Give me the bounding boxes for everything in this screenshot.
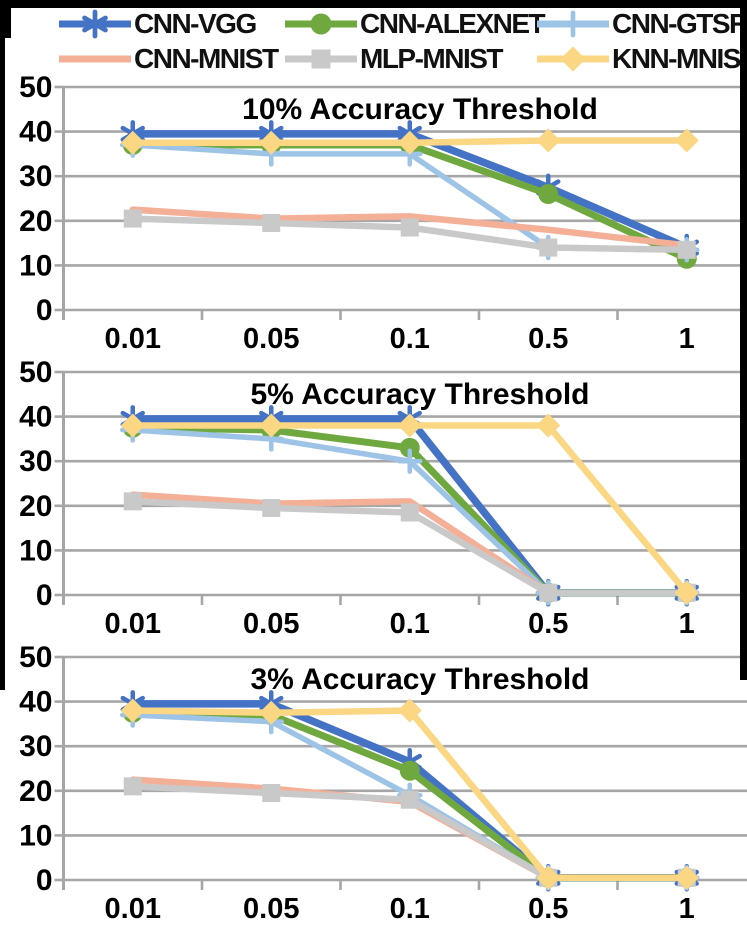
chart-title: 5% Accuracy Threshold (250, 378, 589, 411)
right-border (740, 0, 747, 680)
svg-text:0.01: 0.01 (105, 893, 161, 925)
svg-text:0.05: 0.05 (243, 323, 299, 355)
cnn-gtsrb-marker-icon (534, 7, 612, 41)
cnn-alexnet-marker-icon (282, 7, 360, 41)
legend: CNN-VGG CNN-ALEXNET CNN-GTSRB CNN-MNIST … (0, 6, 747, 76)
svg-text:0: 0 (36, 579, 53, 612)
svg-text:0.1: 0.1 (390, 608, 430, 640)
svg-text:0.01: 0.01 (105, 608, 161, 640)
legend-label-cnn-mnist: CNN-MNIST (134, 42, 279, 74)
svg-text:40: 40 (19, 686, 52, 719)
svg-text:10: 10 (19, 249, 52, 282)
svg-text:50: 50 (19, 75, 52, 104)
left-border-thick (0, 0, 11, 38)
legend-item-cnn-gtsrb: CNN-GTSRB (534, 6, 747, 41)
legend-item-cnn-vgg: CNN-VGG (56, 6, 282, 41)
svg-text:20: 20 (19, 775, 52, 808)
svg-text:20: 20 (19, 205, 52, 238)
left-border (0, 0, 5, 690)
knn-mnist-marker-icon (534, 42, 612, 76)
legend-label-cnn-alexnet: CNN-ALEXNET (360, 7, 546, 39)
chart-canvas-5-percent: 0 10 20 30 40 50 0.01 0.05 0.1 0.5 1 5% Accuracy Th… (19, 360, 747, 640)
svg-text:0: 0 (36, 294, 53, 327)
svg-text:10: 10 (19, 534, 52, 567)
chart-3-percent-threshold: 0 10 20 30 40 50 0.01 0.05 0.1 0.5 1 3% Accuracy Th… (0, 645, 747, 943)
svg-text:30: 30 (19, 445, 52, 478)
legend-label-knn-mnist: KNN-MNIST (612, 42, 747, 74)
svg-text:1: 1 (679, 323, 695, 355)
series-line-cnn-mnist (129, 206, 690, 249)
legend-item-cnn-mnist: CNN-MNIST (56, 41, 282, 76)
legend-item-knn-mnist: KNN-MNIST (534, 41, 747, 76)
legend-label-mlp-mnist: MLP-MNIST (360, 42, 504, 74)
legend-label-cnn-gtsrb: CNN-GTSRB (612, 7, 747, 39)
legend-item-cnn-alexnet: CNN-ALEXNET (282, 6, 546, 41)
svg-text:50: 50 (19, 360, 52, 389)
svg-text:10: 10 (19, 819, 52, 852)
mlp-mnist-marker-icon (282, 42, 360, 76)
cnn-mnist-marker-icon (56, 42, 134, 76)
top-border (0, 0, 747, 8)
svg-text:30: 30 (19, 730, 52, 763)
svg-text:0.05: 0.05 (243, 893, 299, 925)
legend-label-cnn-vgg: CNN-VGG (134, 7, 257, 39)
chart-canvas-10-percent: 0 10 20 30 40 50 0.01 0.05 0.1 0.5 1 10% Accuracy T… (19, 75, 747, 355)
chart-5-percent-threshold: 0 10 20 30 40 50 0.01 0.05 0.1 0.5 1 5% Accuracy Th… (0, 360, 747, 645)
cnn-vgg-marker-icon (56, 7, 134, 41)
svg-text:0.5: 0.5 (528, 608, 568, 640)
svg-text:40: 40 (19, 401, 52, 434)
svg-text:40: 40 (19, 116, 52, 149)
chart-title: 10% Accuracy Threshold (242, 93, 598, 126)
svg-text:0.01: 0.01 (105, 323, 161, 355)
svg-text:50: 50 (19, 645, 52, 674)
svg-text:0.5: 0.5 (528, 323, 568, 355)
svg-text:0.5: 0.5 (528, 893, 568, 925)
svg-text:0.1: 0.1 (390, 893, 430, 925)
svg-text:0.1: 0.1 (390, 323, 430, 355)
svg-text:1: 1 (679, 608, 695, 640)
chart-title: 3% Accuracy Threshold (250, 663, 589, 696)
svg-text:0: 0 (36, 864, 53, 897)
svg-text:0.05: 0.05 (243, 608, 299, 640)
svg-text:20: 20 (19, 490, 52, 523)
chart-canvas-3-percent: 0 10 20 30 40 50 0.01 0.05 0.1 0.5 1 3% Accuracy Th… (19, 645, 747, 925)
legend-item-mlp-mnist: MLP-MNIST (282, 41, 534, 76)
svg-text:1: 1 (679, 893, 695, 925)
chart-10-percent-threshold: 0 10 20 30 40 50 0.01 0.05 0.1 0.5 1 10% Accuracy T… (0, 75, 747, 360)
svg-text:30: 30 (19, 160, 52, 193)
